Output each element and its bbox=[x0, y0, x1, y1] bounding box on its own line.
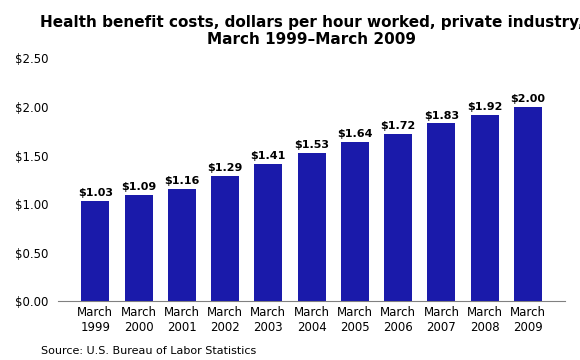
Text: $1.41: $1.41 bbox=[251, 151, 286, 161]
Bar bbox=[81, 201, 110, 301]
Bar bbox=[384, 134, 412, 301]
Text: $1.16: $1.16 bbox=[164, 176, 200, 186]
Bar bbox=[211, 176, 239, 301]
Bar bbox=[470, 115, 499, 301]
Text: Source: U.S. Bureau of Labor Statistics: Source: U.S. Bureau of Labor Statistics bbox=[41, 346, 256, 356]
Bar bbox=[254, 164, 282, 301]
Bar bbox=[514, 107, 542, 301]
Text: $2.00: $2.00 bbox=[510, 94, 545, 104]
Bar bbox=[168, 189, 196, 301]
Text: $1.03: $1.03 bbox=[78, 188, 113, 198]
Text: $1.92: $1.92 bbox=[467, 102, 502, 112]
Text: $1.64: $1.64 bbox=[337, 129, 372, 139]
Bar bbox=[427, 123, 455, 301]
Bar bbox=[341, 142, 369, 301]
Text: $1.83: $1.83 bbox=[424, 111, 459, 121]
Text: $1.72: $1.72 bbox=[380, 121, 416, 131]
Text: $1.09: $1.09 bbox=[121, 183, 156, 193]
Bar bbox=[298, 153, 326, 301]
Text: $1.53: $1.53 bbox=[294, 140, 329, 150]
Text: $1.29: $1.29 bbox=[208, 163, 243, 173]
Title: Health benefit costs, dollars per hour worked, private industry,
March 1999–Marc: Health benefit costs, dollars per hour w… bbox=[40, 15, 580, 48]
Bar bbox=[125, 195, 153, 301]
